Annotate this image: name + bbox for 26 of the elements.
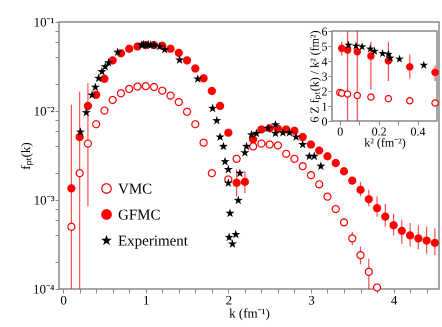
y-tick-label: 4 (322, 54, 328, 68)
y-tick-label: 10⁻³ (34, 192, 55, 208)
x-tick-label: 0.4 (410, 124, 426, 138)
x-tick-label: 0 (337, 124, 344, 138)
x-axis-title: k² (fm⁻²) (364, 136, 406, 150)
y-tick-label: 5 (322, 40, 328, 54)
x-tick-label: 1 (142, 292, 150, 308)
y-tick-label: 2 (322, 84, 328, 98)
x-tick-label: 3 (308, 292, 315, 308)
x-tick-label: 4 (390, 292, 398, 308)
y-tick-label: 1 (322, 100, 328, 114)
y-tick-label: 6 (322, 24, 328, 38)
y-axis-title: fₚₜ(k) (18, 142, 34, 170)
x-axis-title: k (fm⁻¹) (229, 306, 270, 320)
y-tick-label: 3 (322, 70, 328, 84)
legend-label: Experiment (118, 234, 189, 250)
legend-label: VMC (118, 182, 152, 198)
y-tick-label: 10⁻⁴ (32, 282, 55, 296)
x-tick-label: 0 (60, 292, 67, 308)
legend-label: GFMC (118, 208, 161, 224)
y-tick-label: 0 (322, 114, 328, 128)
y-axis-title: 6 Z fₚₜ(k) / k² (fm²) (308, 30, 322, 123)
x-tick-label: 2 (226, 292, 232, 308)
y-tick-label: 10⁻¹ (34, 14, 55, 30)
y-tick-label: 10⁻² (34, 104, 55, 118)
x-tick-label: 0.2 (372, 124, 387, 138)
